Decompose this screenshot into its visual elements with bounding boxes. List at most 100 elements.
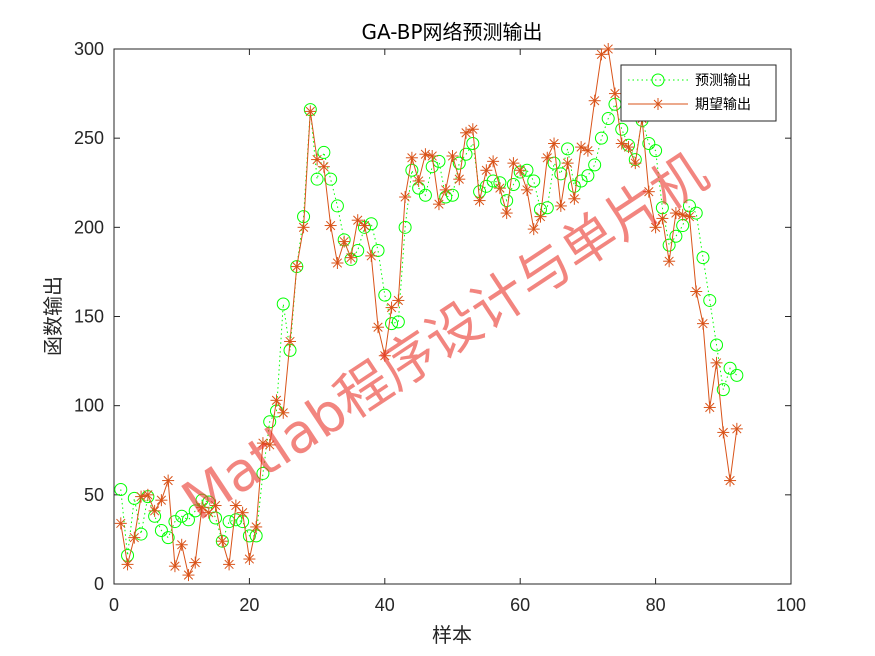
x-tick-label: 60 [510,595,530,615]
legend-box [620,64,777,122]
expected-point [480,164,493,177]
predicted-point [642,137,656,151]
expected-point [141,488,154,501]
predicted-point [330,199,344,213]
predicted-point [256,466,270,480]
y-axis: 0 50 100 150 200 250 300 [74,39,791,594]
expected-point [514,164,527,177]
expected-point [155,494,168,507]
expected-point [622,141,635,154]
expected-point [595,48,608,61]
expected-point [724,474,737,487]
expected-point [548,137,561,150]
plot-area [113,48,792,585]
expected-point [541,151,554,164]
predicted-point [324,172,338,186]
predicted-point [567,179,581,193]
predicted-point [405,163,419,177]
expected-point [703,401,716,414]
predicted-point [696,251,710,265]
expected-point [608,87,621,100]
expected-point [460,126,473,139]
expected-point [344,251,357,264]
predicted-point [527,174,541,188]
expected-point [358,219,371,232]
expected-point [439,183,452,196]
y-tick-label: 50 [84,485,104,505]
x-axis-label: 样本 [432,623,472,647]
expected-point [236,506,249,519]
expected-point [135,490,148,503]
predicted-point [317,145,331,159]
y-tick-label: 300 [74,39,104,59]
predicted-point [181,513,195,527]
predicted-point [547,156,561,170]
predicted-point [391,315,405,329]
x-axis: 0 20 40 60 80 100 [109,49,806,615]
predicted-point [649,144,663,158]
expected-point [412,174,425,187]
predicted-point [581,169,595,183]
expected-point [500,207,513,220]
expected-point [669,207,682,220]
expected-point [168,560,181,573]
expected-point [581,144,594,157]
legend: 预测输出 期望输出 [620,64,777,122]
expected-point [148,504,161,517]
expected-point [297,221,310,234]
expected-point [331,257,344,269]
y-tick-label: 200 [74,217,104,237]
expected-point [554,199,567,212]
predicted-point [263,415,277,429]
predicted-point [466,137,480,151]
predicted-point [242,529,256,543]
expected-point [663,255,676,268]
predicted-point [418,188,432,202]
expected-point [730,422,743,435]
predicted-point [710,338,724,352]
predicted-point [459,147,473,161]
predicted-point [351,244,365,258]
predicted-point [716,383,730,397]
expected-point [602,43,615,55]
expected-point [419,148,432,161]
predicted-point [161,531,175,545]
expected-point [304,105,317,118]
expected-point [696,317,709,330]
expected-point [175,538,188,551]
expected-point [453,173,466,186]
predicted-point [730,368,744,382]
expected-point [683,210,696,223]
expected-point [527,223,540,236]
y-axis-label: 函数输出 [41,276,65,356]
legend-label-expected: 期望输出 [695,97,751,113]
predicted-point [574,174,588,188]
expected-point [284,335,297,348]
series-layer [114,43,744,582]
expected-point [432,198,445,211]
predicted-point [229,513,243,527]
predicted-point [310,172,324,186]
predicted-point [615,122,629,136]
chart-title: GA-BP网络预测输出 [361,20,542,44]
expected-point [690,285,703,298]
x-tick-label: 80 [646,595,666,615]
expected-point [405,151,418,164]
expected-point [534,210,547,223]
y-tick-label: 100 [74,396,104,416]
predicted-point [486,174,500,188]
expected-point [372,321,385,334]
expected-point [399,191,412,204]
expected-point [426,150,439,162]
legend-marker-expected [652,98,664,110]
expected-point [216,535,229,548]
series-line-predicted [120,102,738,556]
predicted-point [561,142,575,156]
expected-point [196,501,209,514]
predicted-point [364,217,378,231]
expected-point [642,185,655,198]
y-tick-label: 0 [94,574,104,594]
expected-point [351,214,364,227]
predicted-point [452,156,466,170]
expected-point [717,426,730,439]
